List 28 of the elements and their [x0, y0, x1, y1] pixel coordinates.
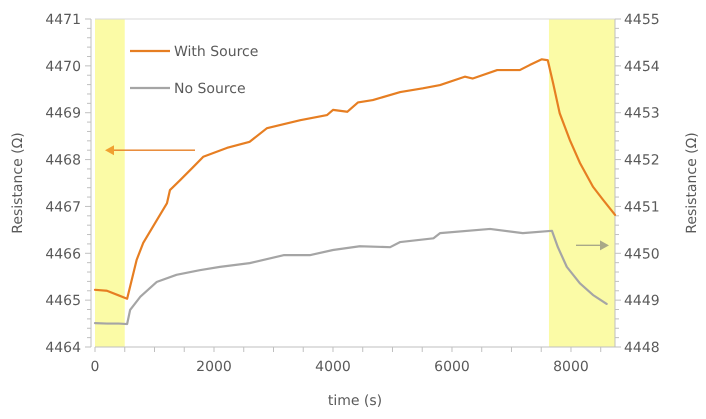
y-tick-label: 4464 [45, 340, 82, 356]
y2-tick-label: 4451 [624, 199, 660, 216]
y-tick-label: 4465 [45, 293, 81, 310]
x-tick-label: 8000 [553, 359, 589, 375]
y-tick-label: 4470 [45, 58, 81, 75]
y-tick-label: 4468 [45, 152, 81, 169]
y2-tick-label: 4450 [624, 246, 660, 262]
y2-tick-label: 4454 [624, 58, 660, 75]
y-tick-label: 4469 [45, 106, 81, 122]
x-tick-label: 0 [90, 359, 100, 375]
x-axis-title: time (s) [328, 393, 382, 409]
legend-label: With Source [174, 44, 258, 60]
y2-axis-title: Resistance (Ω) [684, 132, 700, 234]
y2-tick-label: 4448 [624, 340, 660, 356]
line-series [94, 58, 616, 300]
y-axis-title: Resistance (Ω) [10, 132, 26, 234]
y2-tick-label: 4453 [624, 106, 660, 122]
x-tick-label: 4000 [315, 359, 351, 375]
y2-tick-label: 4455 [624, 12, 660, 28]
y-tick-label: 4471 [45, 12, 81, 28]
line-series [94, 228, 608, 326]
y2-tick-label: 4452 [624, 152, 660, 169]
y-tick-label: 4466 [45, 246, 82, 262]
y-tick-label: 4467 [45, 199, 81, 216]
x-tick-label: 6000 [434, 359, 470, 375]
y2-tick-label: 4449 [624, 293, 660, 310]
legend-label: No Source [174, 81, 246, 97]
x-tick-label: 2000 [196, 359, 232, 375]
